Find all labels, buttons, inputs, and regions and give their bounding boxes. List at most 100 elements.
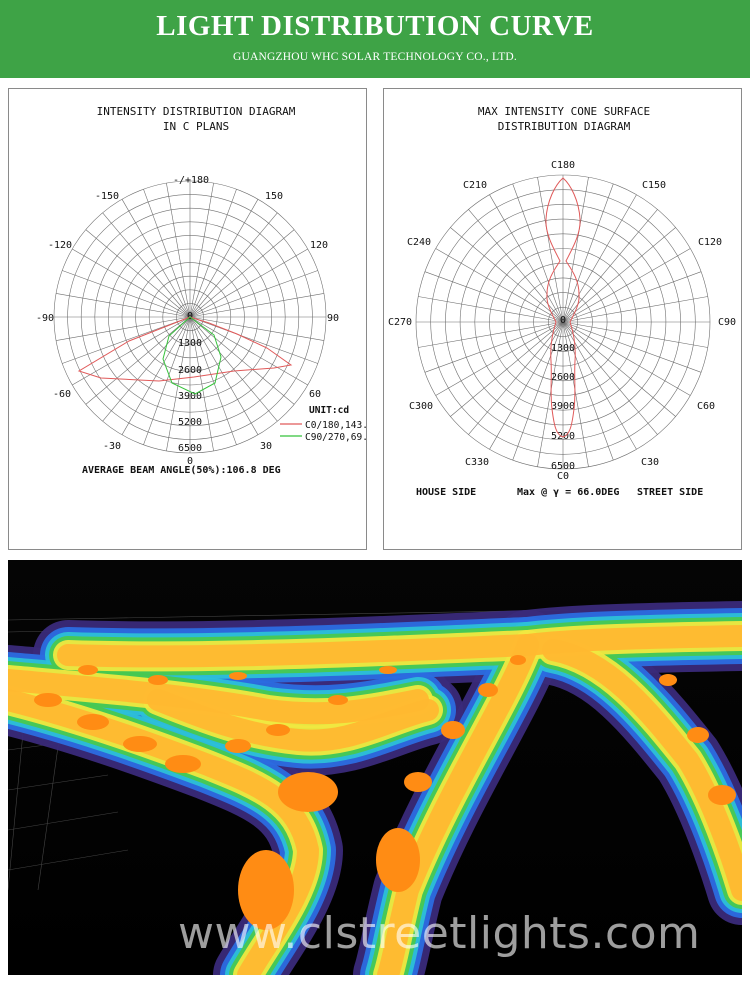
- polar-spoke: [189, 316, 308, 386]
- polar-spoke: [562, 209, 658, 323]
- polar-spoke: [562, 321, 658, 435]
- polar-spoke: [562, 271, 702, 323]
- angle-label-120: 120: [310, 240, 328, 251]
- polar-spoke: [56, 316, 191, 341]
- intensity-distribution-panel: INTENSITY DISTRIBUTION DIAGRAM IN C PLAN…: [8, 88, 368, 550]
- polar-spoke: [166, 183, 191, 318]
- polar-spoke: [189, 212, 278, 318]
- polar-spoke: [72, 316, 191, 386]
- c180-label: C180: [551, 160, 575, 171]
- polar-spoke: [189, 248, 308, 318]
- max-intensity-panel: MAX INTENSITY CONE SURFACE DISTRIBUTION …: [383, 88, 742, 550]
- polar-spoke: [102, 212, 191, 318]
- c300-label: C300: [409, 401, 433, 412]
- polar-spoke: [562, 321, 702, 373]
- polar-spoke: [143, 189, 191, 318]
- angle-label-minus-60: -60: [53, 389, 71, 400]
- road-band: [8, 669, 429, 725]
- polar-spoke: [189, 316, 237, 445]
- angle-label-minus-150: -150: [95, 191, 119, 202]
- polar-spoke: [143, 316, 191, 445]
- road-band: [57, 634, 539, 668]
- illuminance-render: [8, 560, 742, 975]
- road-band: [542, 639, 742, 901]
- road-light-bands: [8, 601, 742, 975]
- c0-label: C0: [557, 471, 569, 482]
- angle-label-150: 150: [265, 191, 283, 202]
- polar-spoke: [189, 316, 295, 405]
- polar-spoke: [512, 183, 564, 323]
- polar-spoke: [189, 316, 278, 422]
- average-beam-angle: AVERAGE BEAM ANGLE(50%):106.8 DEG: [82, 465, 281, 476]
- c90-label: C90: [718, 317, 736, 328]
- road-band: [517, 625, 742, 656]
- left-title-line1: INTENSITY DISTRIBUTION DIAGRAM: [97, 105, 296, 118]
- c210-label: C210: [463, 180, 487, 191]
- c120-label: C120: [698, 237, 722, 248]
- polar-spoke: [424, 321, 564, 373]
- polar-spoke: [121, 316, 191, 435]
- polar-spoke: [189, 270, 318, 318]
- cone-radial-0: 0: [560, 315, 566, 326]
- polar-spoke: [435, 321, 564, 396]
- polar-spoke: [562, 194, 637, 323]
- cone-radial-1300: 1300: [551, 343, 575, 354]
- page-title: LIGHT DISTRIBUTION CURVE: [156, 10, 594, 42]
- polar-spoke: [166, 316, 191, 451]
- street-side-label: STREET SIDE: [637, 487, 703, 498]
- angle-label-90: 90: [327, 313, 339, 324]
- polar-spoke: [562, 183, 614, 323]
- right-title-line2: DISTRIBUTION DIAGRAM: [498, 120, 631, 133]
- angle-label-minus-90: -90: [36, 313, 54, 324]
- watermark-url: www.clstreetlights.com: [178, 908, 701, 959]
- polar-spoke: [450, 227, 564, 323]
- c270-label: C270: [388, 317, 412, 328]
- angle-label-minus-120: -120: [48, 240, 72, 251]
- header-banner: LIGHT DISTRIBUTION CURVE GUANGZHOU WHC S…: [0, 0, 750, 78]
- polar-spoke: [121, 199, 191, 318]
- polar-spoke: [562, 227, 676, 323]
- polar-spoke: [468, 209, 564, 323]
- cone-radial-2600: 2600: [551, 372, 575, 383]
- unit-label: UNIT:cd: [309, 405, 349, 416]
- max-gamma-label: Max @ γ = 66.0DEG: [517, 487, 619, 498]
- company-name: GUANGZHOU WHC SOLAR TECHNOLOGY CO., LTD.: [233, 51, 517, 63]
- cone-intensity-curve: [545, 177, 581, 438]
- c240-label: C240: [407, 237, 431, 248]
- intensity-polar-diagram: INTENSITY DISTRIBUTION DIAGRAM IN C PLAN…: [36, 105, 368, 476]
- polar-spoke: [189, 189, 237, 318]
- polar-spoke: [562, 177, 589, 323]
- polar-spoke: [56, 293, 191, 318]
- polar-spoke: [189, 316, 318, 364]
- polar-spoke: [562, 321, 589, 467]
- road-illuminance-rendering: [8, 560, 742, 975]
- legend-label-c90: C90/270,69.8: [305, 432, 368, 443]
- angle-label-60: 60: [309, 389, 321, 400]
- radial-label-2600: 2600: [178, 365, 202, 376]
- polar-spoke: [562, 248, 691, 323]
- c60-label: C60: [697, 401, 715, 412]
- polar-spoke: [189, 199, 259, 318]
- polar-spoke: [418, 296, 564, 323]
- polar-spoke: [72, 248, 191, 318]
- left-title-line2: IN C PLANS: [163, 120, 229, 133]
- c30-label: C30: [641, 457, 659, 468]
- c330-label: C330: [465, 457, 489, 468]
- road-band: [147, 689, 439, 752]
- polar-spoke: [85, 316, 191, 405]
- radial-label-1300: 1300: [178, 338, 202, 349]
- polar-spoke: [189, 229, 295, 318]
- angle-label-180: -/+180: [173, 175, 209, 186]
- polar-spoke: [189, 183, 214, 318]
- polar-spoke: [537, 321, 564, 467]
- polar-spoke: [424, 271, 564, 323]
- cone-radial-6500: 6500: [551, 461, 575, 472]
- c90-270-curve: [162, 316, 222, 395]
- c0-180-curve: [77, 316, 293, 382]
- polar-spoke: [85, 229, 191, 318]
- polar-spoke: [468, 321, 564, 435]
- polar-spoke: [450, 321, 564, 417]
- polar-spoke: [537, 177, 564, 323]
- road-band: [377, 634, 539, 975]
- right-title-line1: MAX INTENSITY CONE SURFACE: [478, 105, 650, 118]
